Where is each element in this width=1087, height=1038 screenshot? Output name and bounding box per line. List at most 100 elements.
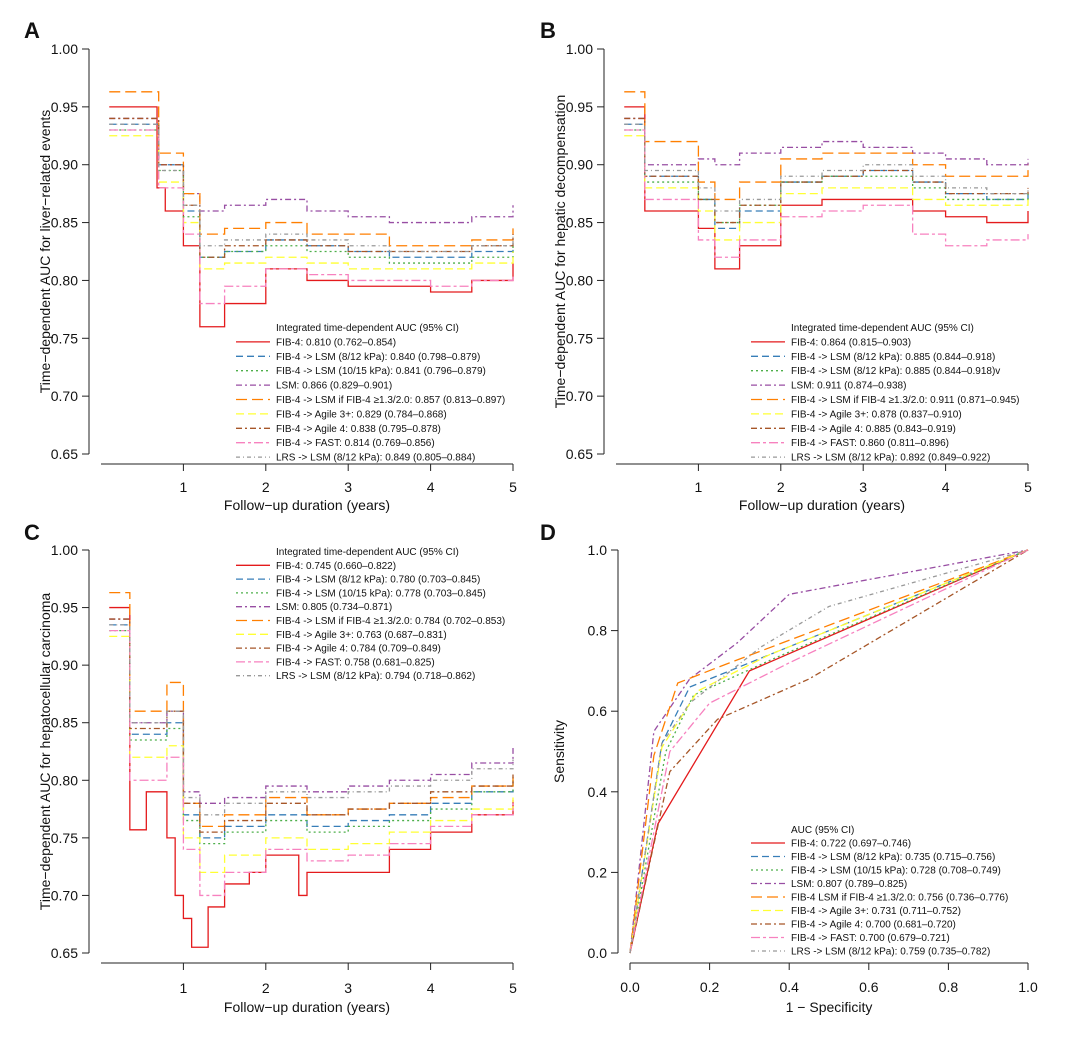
legend-entry: FIB-4 LSM if FIB-4 ≥1.3/2.0: 0.756 (0.73… — [791, 893, 1008, 904]
series-line-2 — [624, 123, 1029, 230]
series-line-3 — [109, 129, 514, 264]
y-tick-label: 0.8 — [588, 623, 608, 639]
legend-entry: FIB-4 -> LSM (8/12 kPa): 0.885 (0.844–0.… — [791, 366, 1000, 377]
y-tick-label: 1.00 — [51, 542, 78, 558]
legend-entry: FIB-4: 0.810 (0.762–0.854) — [276, 337, 396, 348]
series-line-5 — [624, 91, 1029, 201]
series-line-7 — [629, 549, 1029, 954]
y-tick-label: 1.00 — [51, 41, 78, 57]
legend-entry: FIB-4 -> Agile 4: 0.838 (0.795–0.878) — [276, 424, 441, 435]
x-axis-label: Follow−up duration (years) — [224, 497, 390, 513]
x-tick-label: 0.6 — [859, 979, 879, 995]
panel-letter: A — [24, 18, 40, 43]
x-axis-label: 1 − Specificity — [786, 999, 873, 1015]
x-tick-label: 1 — [180, 479, 188, 495]
x-tick-label: 5 — [1024, 479, 1032, 495]
y-tick-label: 0.80 — [51, 272, 78, 288]
x-tick-label: 4 — [427, 980, 435, 996]
y-tick-label: 0.90 — [51, 657, 78, 673]
legend-entry: FIB-4 -> FAST: 0.860 (0.811–0.896) — [791, 438, 949, 449]
x-tick-label: 1 — [695, 479, 703, 495]
y-axis-label: Sensitivity — [551, 720, 567, 783]
y-tick-label: 0.90 — [566, 157, 593, 173]
x-tick-label: 2 — [777, 479, 785, 495]
legend-entry: FIB-4 -> LSM (10/15 kPa): 0.728 (0.708–0… — [791, 866, 1001, 877]
x-tick-label: 2 — [262, 980, 270, 996]
x-tick-label: 1.0 — [1018, 979, 1038, 995]
legend-entry: FIB-4 -> FAST: 0.758 (0.681–0.825) — [276, 657, 435, 668]
series-line-7 — [109, 117, 514, 258]
legend-entry: LSM: 0.807 (0.789–0.825) — [791, 879, 907, 890]
x-tick-label: 0.8 — [939, 979, 959, 995]
y-tick-label: 0.80 — [51, 772, 78, 788]
series-line-2 — [109, 123, 514, 258]
y-axis-label: Time−dependent AUC for hepatic decompens… — [552, 95, 568, 409]
series-line-8 — [629, 549, 1029, 954]
x-tick-label: 4 — [942, 479, 950, 495]
panel-letter: B — [540, 18, 556, 43]
x-tick-label: 4 — [427, 479, 435, 495]
legend-entry: LRS -> LSM (8/12 kPa): 0.759 (0.735–0.78… — [791, 947, 990, 958]
y-tick-label: 0.95 — [566, 99, 593, 115]
legend-entry: FIB-4 -> FAST: 0.700 (0.679–0.721) — [791, 933, 950, 944]
x-tick-label: 0.0 — [620, 979, 640, 995]
legend-entry: LSM: 0.805 (0.734–0.871) — [276, 602, 392, 613]
series-line-4 — [629, 549, 1029, 954]
legend-entry: FIB-4 -> Agile 3+: 0.878 (0.837–0.910) — [791, 409, 962, 420]
legend-entry: FIB-4 -> LSM (8/12 kPa): 0.780 (0.703–0.… — [276, 575, 480, 586]
x-tick-label: 5 — [509, 479, 517, 495]
x-tick-label: 3 — [344, 479, 352, 495]
series-line-5 — [109, 91, 514, 247]
legend-entry: FIB-4 -> LSM if FIB-4 ≥1.3/2.0: 0.784 (0… — [276, 616, 505, 627]
legend-entry: FIB-4 -> LSM if FIB-4 ≥1.3/2.0: 0.911 (0… — [791, 395, 1019, 406]
y-tick-label: 0.6 — [588, 703, 608, 719]
y-tick-label: 0.0 — [588, 945, 608, 961]
panel-letter: D — [540, 520, 556, 545]
x-tick-label: 3 — [859, 479, 867, 495]
series-line-9 — [109, 624, 514, 816]
legend-entry: FIB-4 -> Agile 3+: 0.763 (0.687–0.831) — [276, 630, 447, 641]
legend-title: Integrated time-dependent AUC (95% CI) — [791, 323, 974, 334]
y-tick-label: 1.00 — [566, 41, 593, 57]
legend-entry: FIB-4: 0.864 (0.815–0.903) — [791, 337, 911, 348]
legend-entry: FIB-4 -> Agile 4: 0.784 (0.709–0.849) — [276, 644, 441, 655]
panel-c: C 0.65 0.70 0.75 0.80 0.85 0.90 0.95 1.00 1 2 3 4 5 Fo… — [24, 520, 517, 1015]
panel-a: A 0.65 0.70 0.75 0.80 0.85 0.90 0.95 1.00 1 2 3 4 5 Fo… — [24, 18, 517, 513]
series-line-9 — [629, 549, 1029, 954]
y-tick-label: 0.70 — [51, 388, 78, 404]
y-tick-label: 0.85 — [51, 715, 78, 731]
legend-entry: FIB-4 -> LSM (10/15 kPa): 0.778 (0.703–0… — [276, 588, 486, 599]
y-tick-label: 0.75 — [566, 330, 593, 346]
series-line-1 — [109, 106, 514, 328]
legend-entry: FIB-4 -> Agile 3+: 0.829 (0.784–0.868) — [276, 409, 447, 420]
legend-entry: FIB-4 -> LSM (10/15 kPa): 0.841 (0.796–0… — [276, 366, 486, 377]
x-axis-label: Follow−up duration (years) — [739, 497, 905, 513]
legend-entry: FIB-4 -> FAST: 0.814 (0.769–0.856) — [276, 438, 435, 449]
y-tick-label: 0.85 — [51, 215, 78, 231]
legend-title: AUC (95% CI) — [791, 825, 854, 836]
legend-entry: LRS -> LSM (8/12 kPa): 0.794 (0.718–0.86… — [276, 671, 475, 682]
series-line-7 — [109, 618, 514, 833]
legend-entry: LRS -> LSM (8/12 kPa): 0.892 (0.849–0.92… — [791, 453, 990, 464]
series-line-6 — [624, 135, 1029, 241]
legend-entry: FIB-4 -> Agile 4: 0.700 (0.681–0.720) — [791, 920, 956, 931]
x-axis-label: Follow−up duration (years) — [224, 999, 390, 1015]
y-tick-label: 0.85 — [566, 215, 593, 231]
legend-entry: FIB-4 -> LSM (8/12 kPa): 0.840 (0.798–0.… — [276, 352, 480, 363]
x-tick-label: 5 — [509, 980, 517, 996]
y-tick-label: 0.65 — [51, 945, 78, 961]
panel-b: B 0.65 0.70 0.75 0.80 0.85 0.90 0.95 1.00 1 2 3 4 5 Fo… — [540, 18, 1032, 513]
legend-entry: FIB-4 -> LSM (8/12 kPa): 0.885 (0.844–0.… — [791, 352, 995, 363]
series-line-8 — [624, 129, 1029, 258]
legend-title: Integrated time-dependent AUC (95% CI) — [276, 547, 459, 558]
y-tick-label: 0.65 — [51, 446, 78, 462]
y-tick-label: 1.0 — [588, 542, 608, 558]
y-tick-label: 0.75 — [51, 830, 78, 846]
series-line-6 — [109, 135, 514, 270]
y-tick-label: 0.90 — [51, 157, 78, 173]
legend-entry: LRS -> LSM (8/12 kPa): 0.849 (0.805–0.88… — [276, 453, 475, 464]
legend-entry: FIB-4: 0.722 (0.697–0.746) — [791, 839, 911, 850]
series-line-5 — [629, 549, 1029, 954]
